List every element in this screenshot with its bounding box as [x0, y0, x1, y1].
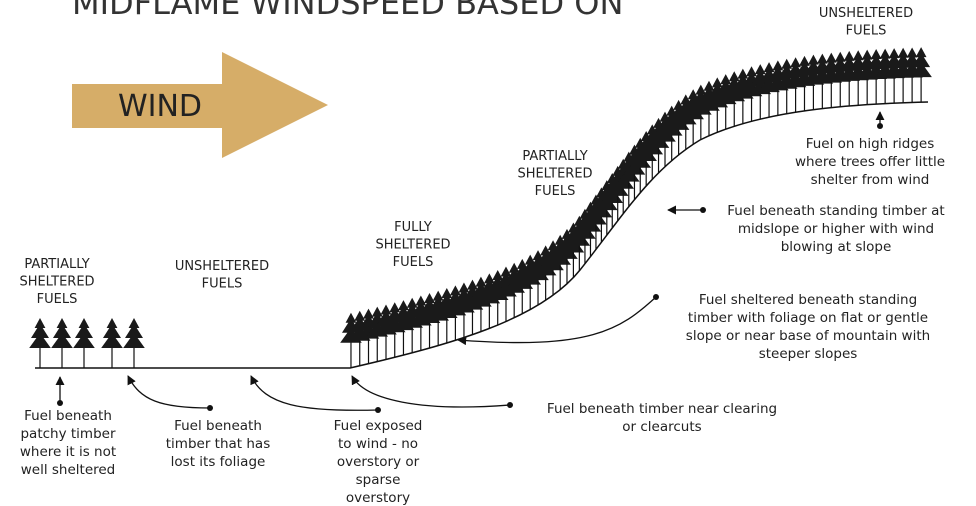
zone-label: SHELTERED — [19, 275, 94, 290]
leader — [128, 376, 210, 408]
annotation: shelter from wind — [811, 172, 930, 188]
annotation: blowing at slope — [781, 239, 892, 255]
tree-crown — [123, 318, 145, 348]
page: {"title": "MIDFLAME WINDSPEED BASED ON",… — [0, 0, 976, 506]
annotation: sparse — [356, 472, 401, 488]
leader — [352, 376, 510, 407]
annotation: midslope or higher with wind — [738, 221, 934, 237]
leader — [251, 376, 378, 410]
annotation: timber that has — [166, 436, 270, 452]
zone-label: UNSHELTERED — [819, 6, 913, 21]
wind-label: WIND — [118, 89, 202, 124]
annotation: Fuel sheltered beneath standing — [699, 292, 917, 308]
annotation: steeper slopes — [759, 346, 858, 362]
tree-crown — [29, 318, 51, 348]
diagram: MIDFLAME WINDSPEED BASED ON WIND PARTIAL… — [0, 0, 976, 506]
annotation: Fuel on high ridges — [806, 136, 935, 152]
zone-label: FUELS — [846, 24, 887, 39]
tree-crown — [51, 318, 73, 348]
title: MIDFLAME WINDSPEED BASED ON — [72, 0, 623, 22]
annotation: or clearcuts — [622, 419, 701, 435]
annotation: where trees offer little — [795, 154, 945, 170]
zone-label: FUELS — [393, 255, 434, 270]
zone-label: FUELS — [37, 292, 78, 307]
annotation: Fuel beneath — [174, 418, 262, 434]
annotation: overstory — [346, 490, 410, 506]
annotation: where it is not — [20, 444, 116, 460]
tree-crown — [73, 318, 95, 348]
annotation: overstory or — [337, 454, 420, 470]
tree-crown — [101, 318, 123, 348]
annotation: to wind - no — [338, 436, 418, 452]
annotation: patchy timber — [20, 426, 115, 442]
annotation: Fuel beneath — [24, 408, 112, 424]
annotation: Fuel beneath timber near clearing — [547, 401, 777, 417]
zone-label: FULLY — [394, 220, 432, 235]
annotation: Fuel exposed — [334, 418, 423, 434]
annotation: Fuel beneath standing timber at — [727, 203, 944, 219]
annotation: lost its foliage — [171, 454, 266, 470]
zone-label: FUELS — [202, 277, 243, 292]
zone-label: SHELTERED — [517, 167, 592, 182]
zone-label: PARTIALLY — [522, 149, 587, 164]
zone-label: FUELS — [535, 184, 576, 199]
zone-label: UNSHELTERED — [175, 259, 269, 274]
annotation: well sheltered — [21, 462, 116, 478]
zone-label: PARTIALLY — [24, 257, 89, 272]
zone-label: SHELTERED — [375, 238, 450, 253]
annotation: slope or near base of mountain with — [686, 328, 930, 344]
annotation: timber with foliage on flat or gentle — [688, 310, 928, 326]
